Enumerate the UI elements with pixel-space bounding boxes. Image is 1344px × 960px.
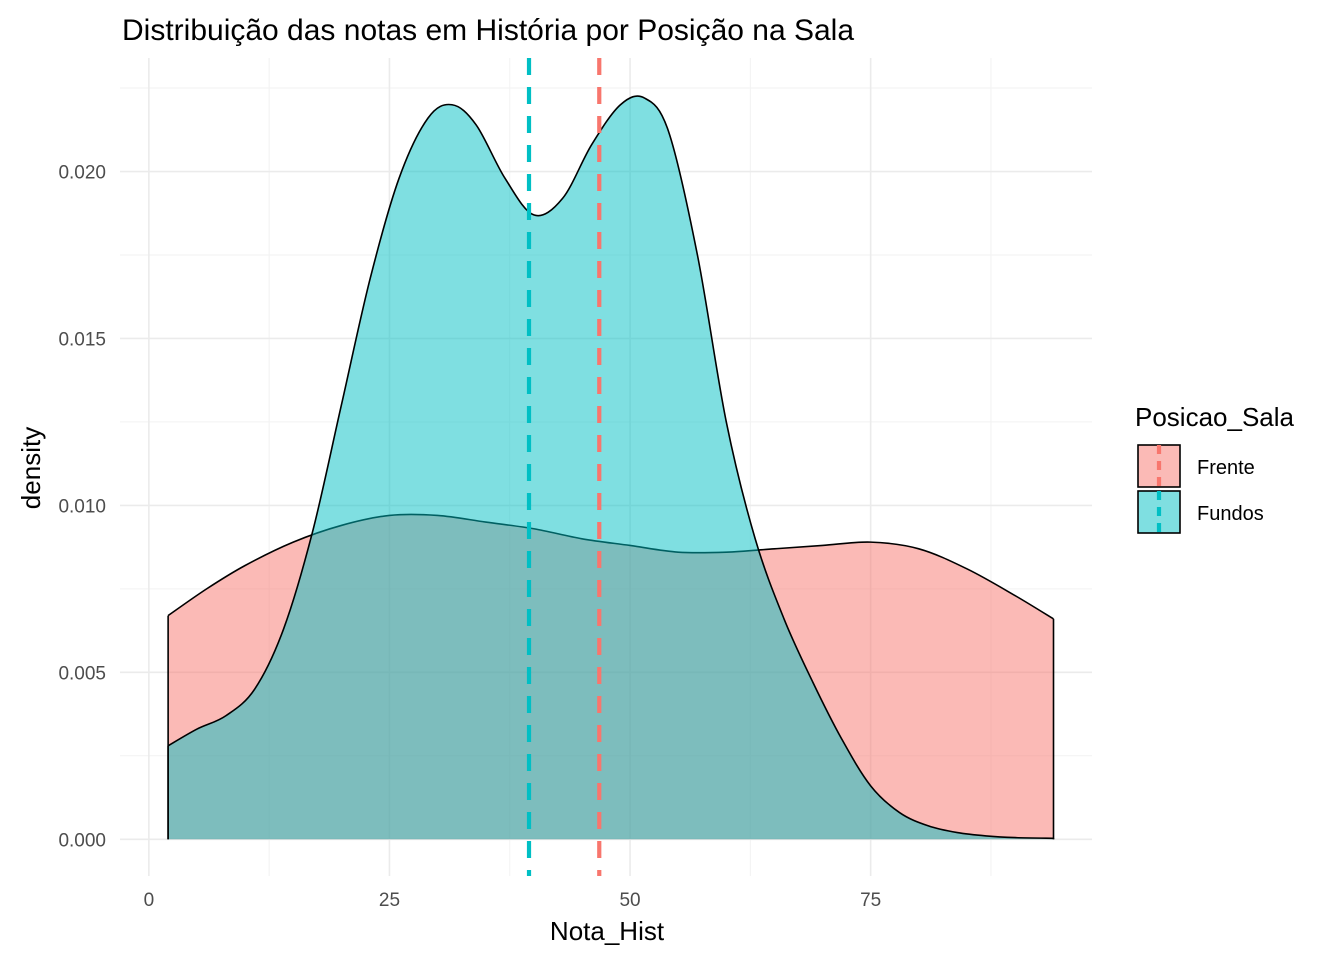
y-tick-label: 0.020 [58, 163, 106, 184]
mean-lines [526, 58, 602, 876]
legend-title: Posicao_Sala [1135, 402, 1295, 432]
density-outline-fundos [167, 95, 1054, 840]
legend: Posicao_Sala Frente Fundos [1135, 402, 1295, 534]
legend-label-fundos: Fundos [1197, 503, 1264, 525]
x-axis-label: Nota_Hist [550, 916, 665, 946]
y-axis-ticks: 0.000 0.005 0.010 0.015 0.020 [58, 163, 106, 852]
density-area-fundos [168, 96, 1054, 840]
chart-title: Distribuição das notas em História por P… [122, 14, 854, 47]
y-axis-label: density [16, 427, 46, 509]
density-areas [167, 95, 1055, 840]
legend-label-frente: Frente [1197, 457, 1255, 479]
x-tick-label: 75 [860, 890, 881, 911]
x-tick-label: 0 [144, 890, 155, 911]
y-tick-label: 0.015 [58, 329, 106, 350]
y-tick-label: 0.000 [58, 830, 106, 851]
y-tick-label: 0.005 [58, 663, 106, 684]
y-tick-label: 0.010 [58, 496, 106, 517]
x-tick-label: 25 [379, 890, 400, 911]
x-tick-label: 50 [619, 890, 640, 911]
x-axis-ticks: 0 25 50 75 [144, 890, 882, 911]
